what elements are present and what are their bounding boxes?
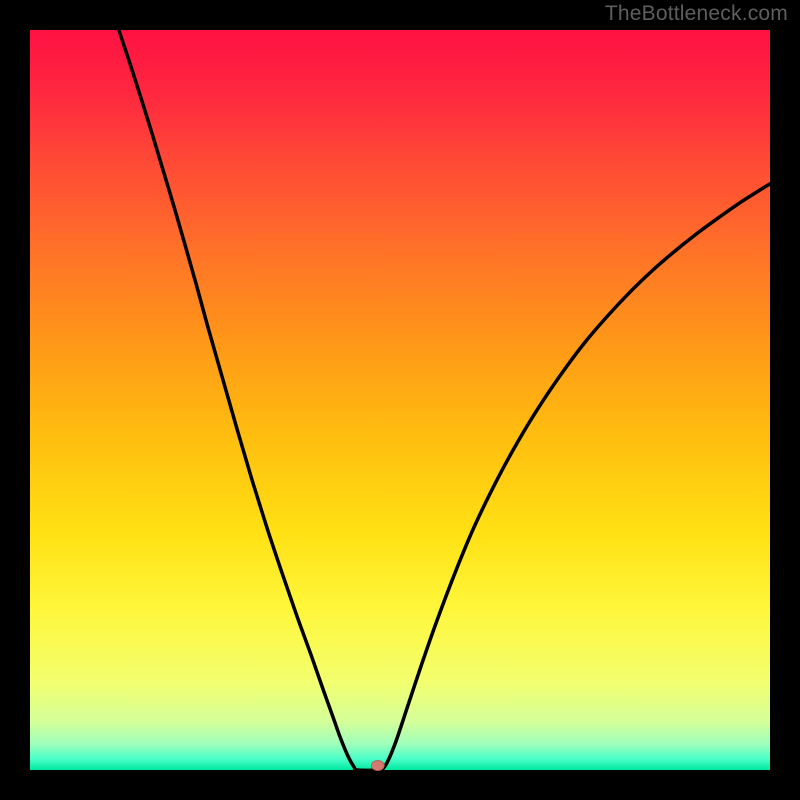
optimal-point-marker [371, 761, 384, 771]
watermark-text: TheBottleneck.com [605, 2, 788, 26]
chart-stage: TheBottleneck.com [0, 0, 800, 800]
chart-svg [0, 0, 800, 800]
plot-background [30, 30, 770, 770]
